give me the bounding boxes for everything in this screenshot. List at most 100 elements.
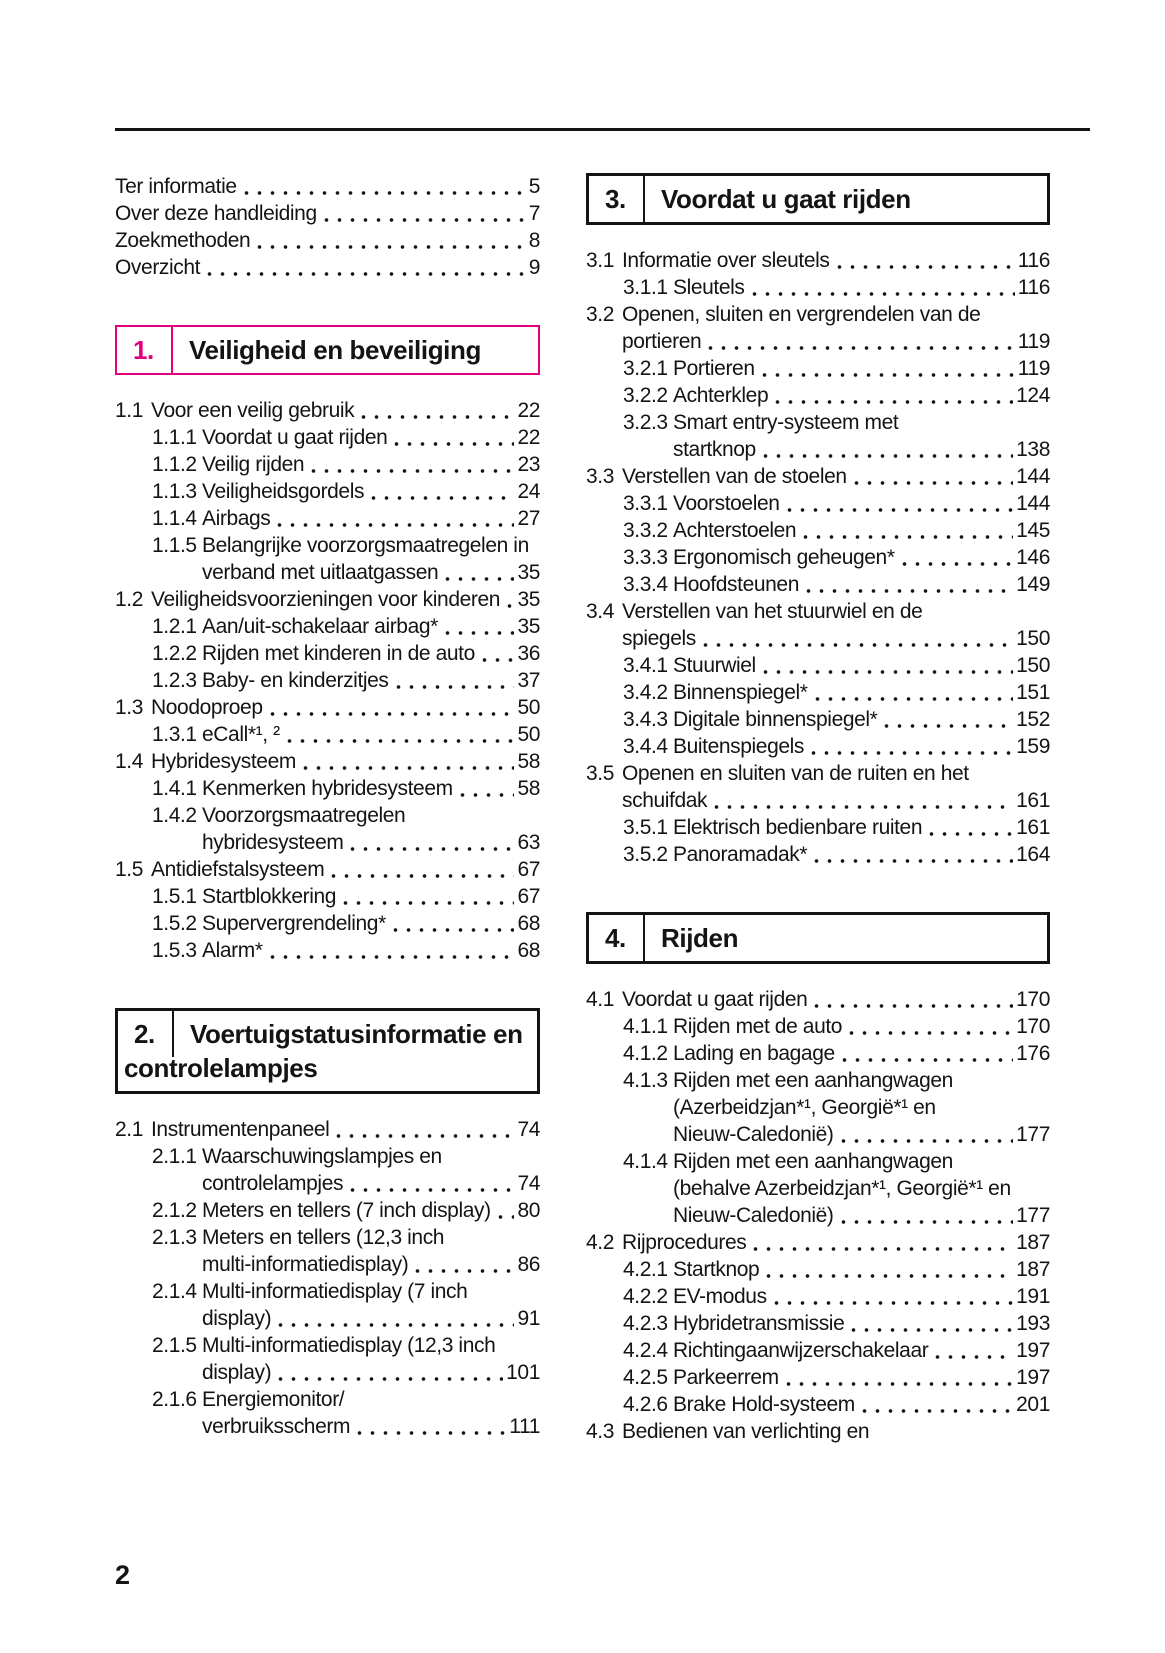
toc-entry[interactable]: 4.2.2 EV-modus 191	[586, 1283, 1050, 1310]
toc-entry[interactable]: 3.2 Openen, sluiten en vergrendelen van d…	[586, 301, 1050, 355]
entry-page-number: 86	[517, 1253, 540, 1276]
toc-entry[interactable]: 3.3.2 Achterstoelen 145	[586, 517, 1050, 544]
toc-entry[interactable]: 1.4 Hybridesysteem 58	[115, 748, 540, 775]
entry-title: Rijden met de auto	[673, 1015, 843, 1038]
entry-body: Rijden met een aanhangwagen (behalve Azer…	[673, 1148, 1050, 1229]
toc-entry[interactable]: 3.4.4 Buitenspiegels 159	[586, 733, 1050, 760]
toc-entry[interactable]: 1.4.2 Voorzorgsmaatregelen hybridesysteem 6…	[115, 802, 540, 856]
dot-leader	[253, 243, 526, 251]
toc-entry[interactable]: 1.1.2 Veilig rijden 23	[115, 451, 540, 478]
toc-entry[interactable]: 3.3.4 Hoofdsteunen 149	[586, 571, 1050, 598]
toc-entry[interactable]: 2.1 Instrumentenpaneel 74	[115, 1116, 540, 1143]
toc-entry[interactable]: 1.1.1 Voordat u gaat rijden 22	[115, 424, 540, 451]
toc-entry[interactable]: 3.2.1 Portieren 119	[586, 355, 1050, 382]
toc-entry[interactable]: 1.2.2 Rijden met kinderen in de auto 36	[115, 640, 540, 667]
toc-entry[interactable]: 3.1.1 Sleutels 116	[586, 274, 1050, 301]
toc-entry[interactable]: 1.5.2 Supervergrendeling* 68	[115, 910, 540, 937]
toc-entry[interactable]: 3.5.1 Elektrisch bedienbare ruiten 161	[586, 814, 1050, 841]
toc-entry[interactable]: 4.2.6 Brake Hold-systeem 201	[586, 1391, 1050, 1418]
toc-entry[interactable]: 1.4.1 Kenmerken hybridesysteem 58	[115, 775, 540, 802]
entry-last-line: Nieuw-Caledonië) 177	[673, 1202, 1050, 1229]
entry-number: 3.3.2	[623, 519, 668, 542]
entry-body: Richtingaanwijzerschakelaar 197	[673, 1337, 1050, 1364]
entry-page-number: 164	[1016, 843, 1050, 866]
toc-entry[interactable]: 3.4.1 Stuurwiel 150	[586, 652, 1050, 679]
entry-title: Portieren	[673, 357, 755, 380]
toc-entry[interactable]: 2.1.2 Meters en tellers (7 inch display) 8…	[115, 1197, 540, 1224]
entry-page-number: 35	[517, 615, 540, 638]
toc-entry[interactable]: 3.3 Verstellen van de stoelen 144	[586, 463, 1050, 490]
toc-entry[interactable]: 3.3.3 Ergonomisch geheugen* 146	[586, 544, 1050, 571]
dot-leader	[239, 189, 526, 197]
toc-entry[interactable]: 4.1.3 Rijden met een aanhangwagen (Azerbei…	[586, 1067, 1050, 1148]
entry-title: controlelampjes	[202, 1172, 344, 1195]
toc-entry[interactable]: 2.1.3 Meters en tellers (12,3 inch multi-i…	[115, 1224, 540, 1278]
entry-title: Binnenspiegel*	[673, 681, 808, 704]
toc-entry[interactable]: 1.1 Voor een veilig gebruik 22	[115, 397, 540, 424]
entry-body: Voorzorgsmaatregelen hybridesysteem 63	[202, 802, 540, 856]
toc-entry[interactable]: 3.2.3 Smart entry-systeem met startknop 138	[586, 409, 1050, 463]
entry-title: Elektrisch bedienbare ruiten	[673, 816, 923, 839]
toc-entry[interactable]: 1.5 Antidiefstalsysteem 67	[115, 856, 540, 883]
entry-page-number: 58	[517, 750, 540, 773]
entry-body: Veiligheidsvoorzieningen voor kinderen 35	[151, 586, 540, 613]
toc-entry[interactable]: 3.5 Openen en sluiten van de ruiten en he…	[586, 760, 1050, 814]
toc-entry[interactable]: 4.2.1 Startknop 187	[586, 1256, 1050, 1283]
entry-body: Waarschuwingslampjes en controlelampjes 74	[202, 1143, 540, 1197]
toc-entry[interactable]: 4.1.4 Rijden met een aanhangwagen (behalve…	[586, 1148, 1050, 1229]
toc-entry[interactable]: 1.2.3 Baby- en kinderzitjes 37	[115, 667, 540, 694]
toc-entry[interactable]: 1.3 Noodoproep 50	[115, 694, 540, 721]
entry-title: Veiligheidsgordels	[202, 480, 365, 503]
toc-entry[interactable]: Ter informatie 5	[115, 173, 540, 200]
toc-entry[interactable]: 3.4.2 Binnenspiegel* 151	[586, 679, 1050, 706]
toc-entry[interactable]: 4.2.5 Parkeerrem 197	[586, 1364, 1050, 1391]
entry-number: 4.2.6	[623, 1393, 668, 1416]
toc-entry[interactable]: 1.5.3 Alarm* 68	[115, 937, 540, 964]
entry-last-line: Stuurwiel 150	[673, 652, 1050, 679]
dot-leader	[807, 749, 1014, 757]
toc-entry[interactable]: Zoekmethoden 8	[115, 227, 540, 254]
toc-entry[interactable]: 3.2.2 Achterklep 124	[586, 382, 1050, 409]
dot-leader	[411, 1267, 515, 1275]
toc-entry[interactable]: 3.4 Verstellen van het stuurwiel en de spi…	[586, 598, 1050, 652]
entry-body: Lading en bagage 176	[673, 1040, 1050, 1067]
toc-entry[interactable]: 4.1 Voordat u gaat rijden 170	[586, 986, 1050, 1013]
toc-entry[interactable]: 1.1.5 Belangrijke voorzorgsmaatregelen in…	[115, 532, 540, 586]
toc-entry[interactable]: 2.1.4 Multi-informatiedisplay (7 inch disp…	[115, 1278, 540, 1332]
toc-entry[interactable]: 3.1 Informatie over sleutels 116	[586, 247, 1050, 274]
dot-leader	[357, 413, 515, 421]
toc-entry[interactable]: 1.3.1 eCall*¹, ² 50	[115, 721, 540, 748]
front-matter-list: Ter informatie 5 Over deze handleiding 7 Zoe…	[115, 173, 540, 281]
toc-entry[interactable]: 2.1.1 Waarschuwingslampjes en controlelamp…	[115, 1143, 540, 1197]
entry-title: Buitenspiegels	[673, 735, 804, 758]
toc-entry[interactable]: 1.2 Veiligheidsvoorzieningen voor kindere…	[115, 586, 540, 613]
entry-body: Rijden met de auto 170	[673, 1013, 1050, 1040]
toc-entry[interactable]: 4.3 Bedienen van verlichting en	[586, 1418, 1050, 1445]
entry-last-line: Zoekmethoden 8	[115, 227, 540, 254]
toc-entry[interactable]: 4.2.3 Hybridetransmissie 193	[586, 1310, 1050, 1337]
left-column: Ter informatie 5 Over deze handleiding 7 Zoe…	[115, 173, 540, 1445]
toc-entry[interactable]: 4.1.1 Rijden met de auto 170	[586, 1013, 1050, 1040]
entry-page-number: 177	[1016, 1123, 1050, 1146]
toc-entry[interactable]: Overzicht 9	[115, 254, 540, 281]
entry-body: Openen en sluiten van de ruiten en het sc…	[622, 760, 1050, 814]
entry-title: Digitale binnenspiegel*	[673, 708, 878, 731]
toc-entry[interactable]: 3.5.2 Panoramadak* 164	[586, 841, 1050, 868]
toc-entry[interactable]: 1.1.4 Airbags 27	[115, 505, 540, 532]
dot-leader	[757, 371, 1015, 379]
entry-last-line: Startknop 187	[673, 1256, 1050, 1283]
entry-number: 3.4.4	[623, 735, 668, 758]
toc-entry[interactable]: 3.4.3 Digitale binnenspiegel* 152	[586, 706, 1050, 733]
toc-entry[interactable]: 3.3.1 Voorstoelen 144	[586, 490, 1050, 517]
toc-entry[interactable]: 4.1.2 Lading en bagage 176	[586, 1040, 1050, 1067]
toc-entry[interactable]: 2.1.5 Multi-informatiedisplay (12,3 inch d…	[115, 1332, 540, 1386]
toc-entry[interactable]: Over deze handleiding 7	[115, 200, 540, 227]
dot-leader	[782, 506, 1014, 514]
toc-entry[interactable]: 1.1.3 Veiligheidsgordels 24	[115, 478, 540, 505]
toc-entry[interactable]: 4.2.4 Richtingaanwijzerschakelaar 197	[586, 1337, 1050, 1364]
toc-entry[interactable]: 2.1.6 Energiemonitor/verbruiksscherm 111	[115, 1386, 540, 1440]
toc-entry[interactable]: 4.2 Rijprocedures 187	[586, 1229, 1050, 1256]
toc-entry[interactable]: 1.2.1 Aan/uit-schakelaar airbag* 35	[115, 613, 540, 640]
header-rule	[115, 128, 1090, 131]
toc-entry[interactable]: 1.5.1 Startblokkering 67	[115, 883, 540, 910]
